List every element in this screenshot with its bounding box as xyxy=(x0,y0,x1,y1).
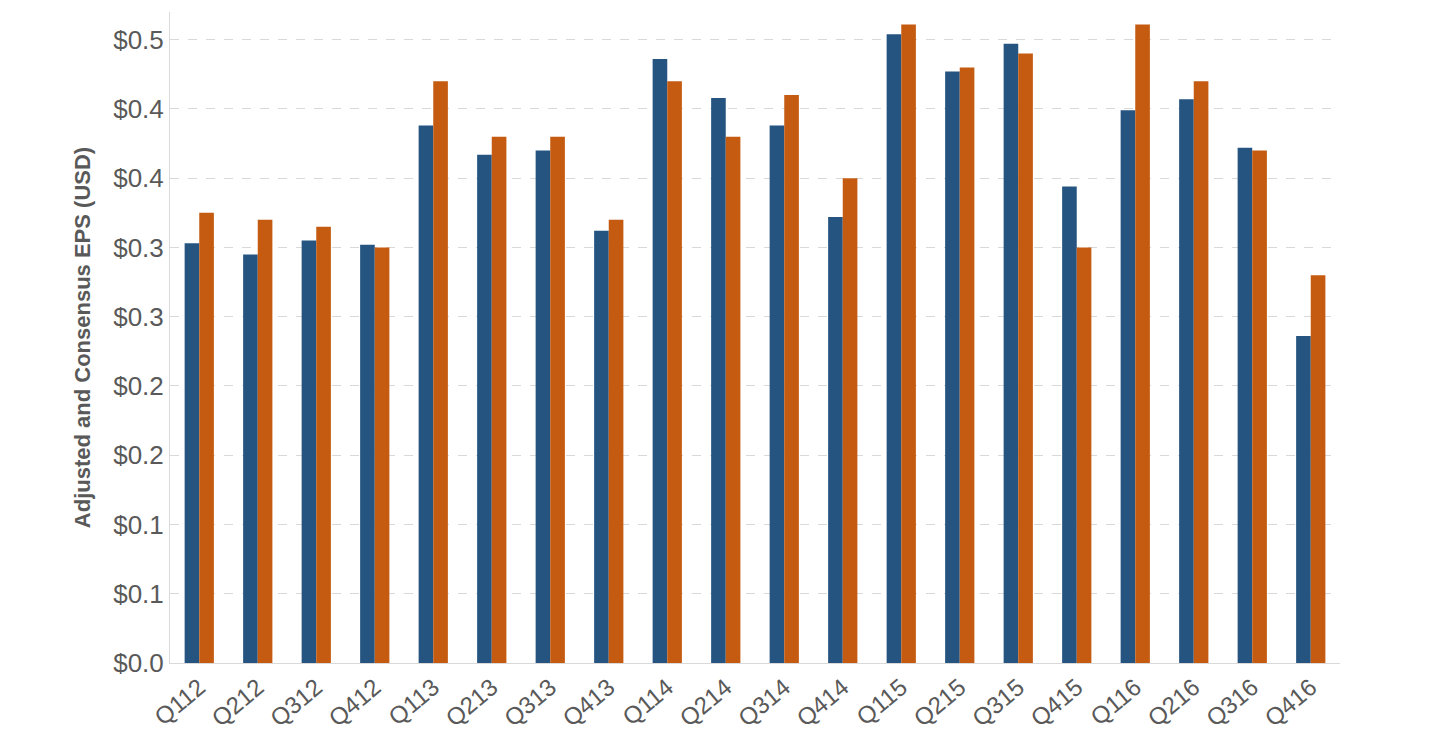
svg-text:$0.0: $0.0 xyxy=(113,648,164,678)
svg-text:Q313: Q313 xyxy=(499,673,561,731)
svg-text:Q116: Q116 xyxy=(1085,673,1146,730)
svg-text:$0.5: $0.5 xyxy=(113,25,164,55)
svg-text:$0.2: $0.2 xyxy=(113,440,164,470)
svg-text:Q213: Q213 xyxy=(440,673,502,731)
svg-text:Q216: Q216 xyxy=(1142,673,1204,731)
svg-text:$0.2: $0.2 xyxy=(113,371,164,401)
svg-text:Q413: Q413 xyxy=(557,673,619,731)
svg-text:Q416: Q416 xyxy=(1259,673,1321,731)
svg-text:Q415: Q415 xyxy=(1025,673,1087,731)
svg-text:Q215: Q215 xyxy=(908,673,970,731)
svg-text:Q214: Q214 xyxy=(674,673,736,731)
svg-text:Q114: Q114 xyxy=(617,673,678,730)
svg-text:Q113: Q113 xyxy=(383,673,444,730)
svg-text:$0.4: $0.4 xyxy=(113,163,164,193)
svg-text:$0.3: $0.3 xyxy=(113,302,164,332)
svg-text:Q314: Q314 xyxy=(733,673,795,731)
svg-text:$0.1: $0.1 xyxy=(113,579,164,609)
svg-text:Adjusted and Consensus EPS (US: Adjusted and Consensus EPS (USD) xyxy=(70,147,95,528)
svg-text:Q212: Q212 xyxy=(206,673,268,731)
svg-text:Q414: Q414 xyxy=(791,673,853,731)
svg-text:Q316: Q316 xyxy=(1201,673,1263,731)
svg-text:Q115: Q115 xyxy=(851,673,912,730)
svg-text:Q315: Q315 xyxy=(967,673,1029,731)
svg-text:Q112: Q112 xyxy=(149,673,210,730)
svg-text:Q312: Q312 xyxy=(265,673,327,731)
svg-text:Q412: Q412 xyxy=(323,673,385,731)
svg-text:$0.1: $0.1 xyxy=(113,510,164,540)
svg-text:$0.3: $0.3 xyxy=(113,233,164,263)
svg-text:$0.4: $0.4 xyxy=(113,94,164,124)
